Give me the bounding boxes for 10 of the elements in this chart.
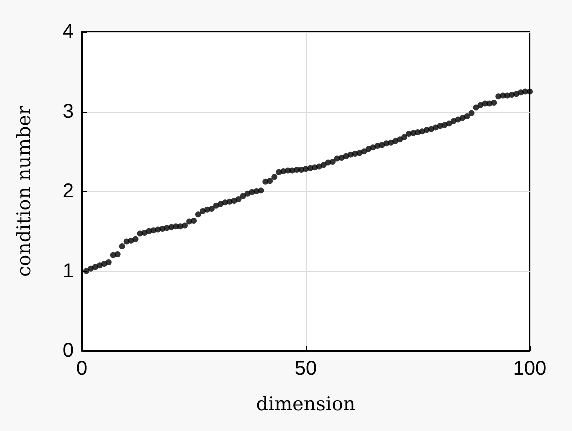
x-axis-title: dimension xyxy=(256,394,356,416)
x-tick-label: 100 xyxy=(513,358,547,380)
y-tick-label: 1 xyxy=(62,260,74,282)
y-tick-label: 3 xyxy=(62,100,74,123)
y-tick-label: 0 xyxy=(62,340,74,362)
y-axis-title: condition number xyxy=(14,105,36,277)
x-tick-label: 0 xyxy=(76,358,88,380)
y-tick-label: 2 xyxy=(62,180,74,202)
x-tick-label: 50 xyxy=(294,358,318,380)
y-tick-label: 4 xyxy=(62,21,74,43)
